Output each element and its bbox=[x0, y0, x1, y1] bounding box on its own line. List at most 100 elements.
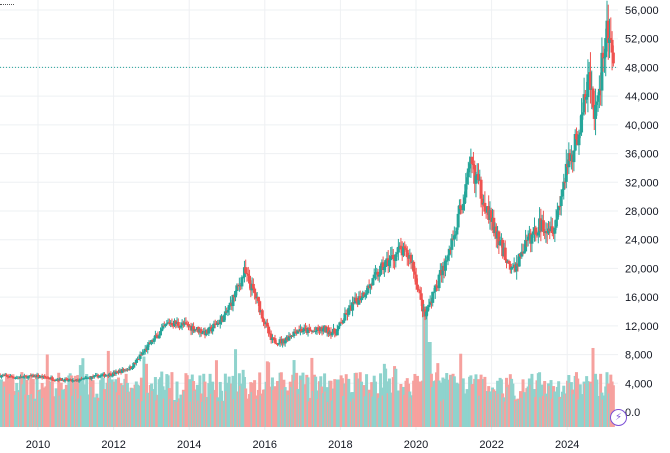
candle-body bbox=[10, 375, 14, 377]
candle-body bbox=[577, 134, 581, 146]
candle-body bbox=[127, 369, 131, 371]
candle-body bbox=[276, 343, 280, 345]
candle-body bbox=[424, 311, 428, 317]
lightning-icon[interactable]: ⚡ bbox=[610, 409, 627, 426]
candle-body bbox=[251, 283, 255, 289]
candle-body bbox=[596, 95, 600, 102]
candle-body bbox=[302, 327, 306, 332]
candle-body bbox=[234, 290, 238, 298]
candle-body bbox=[199, 329, 203, 334]
candle-body bbox=[109, 373, 113, 376]
candle-body bbox=[606, 20, 610, 43]
candle-body bbox=[50, 377, 54, 380]
candle-body bbox=[5, 374, 9, 376]
candle-body bbox=[409, 254, 413, 263]
candle-body bbox=[574, 134, 578, 140]
candle-body bbox=[447, 248, 451, 256]
candle-body bbox=[256, 296, 260, 302]
candle-body bbox=[357, 296, 361, 305]
candle-body bbox=[471, 163, 475, 166]
candle-body bbox=[67, 380, 71, 382]
candle-body bbox=[306, 328, 310, 333]
candle-body bbox=[73, 380, 77, 382]
candle-body bbox=[454, 234, 458, 236]
candle-body bbox=[431, 291, 435, 303]
candle-body bbox=[120, 369, 124, 373]
candle-body bbox=[554, 219, 558, 228]
candle-body bbox=[133, 362, 137, 364]
candle-body bbox=[553, 227, 557, 234]
candle-body bbox=[248, 275, 252, 284]
candle-body bbox=[167, 322, 171, 324]
candle-body bbox=[401, 246, 405, 256]
candle-body bbox=[437, 274, 441, 289]
candle-body bbox=[466, 168, 470, 178]
candle-body bbox=[600, 52, 604, 91]
candle-body bbox=[557, 205, 561, 211]
candle-body bbox=[227, 305, 231, 310]
candle-body bbox=[330, 332, 334, 336]
candle-body bbox=[560, 189, 564, 197]
candle-body bbox=[231, 294, 235, 307]
candle-body bbox=[211, 328, 215, 332]
candle-body bbox=[498, 241, 502, 246]
candle-body bbox=[142, 351, 146, 353]
candle-body bbox=[573, 134, 577, 151]
candle-body bbox=[559, 196, 563, 207]
candle-body bbox=[511, 266, 515, 268]
price-candles bbox=[0, 0, 615, 383]
price-tick-label: 48,000 bbox=[625, 62, 659, 74]
candle-body bbox=[274, 342, 278, 344]
candle-body bbox=[240, 277, 244, 287]
candle-body bbox=[363, 294, 367, 297]
candle-body bbox=[452, 235, 456, 240]
candle-body bbox=[21, 376, 25, 378]
candle-body bbox=[445, 260, 449, 262]
candle-body bbox=[558, 205, 562, 207]
candle-body bbox=[38, 376, 42, 378]
candle-body bbox=[26, 376, 30, 379]
candle-body bbox=[265, 322, 269, 327]
candle-body bbox=[354, 297, 358, 302]
volume-bars bbox=[0, 307, 615, 427]
volume-bar bbox=[459, 353, 463, 427]
price-axis[interactable]: 56,000 52,000 48,000 44,000 40,000 36,000 32,0… bbox=[625, 5, 659, 419]
candle-body bbox=[150, 340, 154, 344]
candle-body bbox=[260, 310, 264, 319]
candle-body bbox=[90, 376, 94, 379]
candle-body bbox=[343, 313, 347, 321]
candle-body bbox=[562, 181, 566, 190]
candle-body bbox=[186, 324, 190, 327]
candle-body bbox=[337, 325, 341, 330]
candle-body bbox=[267, 326, 271, 334]
candle-body bbox=[391, 255, 395, 260]
candle-body bbox=[36, 374, 40, 378]
candle-body bbox=[419, 293, 423, 300]
candle-body bbox=[44, 377, 48, 379]
candle-body bbox=[66, 378, 70, 381]
candle-body bbox=[69, 379, 73, 382]
volume-bar bbox=[214, 360, 218, 427]
candle-body bbox=[463, 197, 467, 204]
candle-body bbox=[153, 335, 157, 339]
candle-body bbox=[536, 232, 540, 236]
candle-body bbox=[235, 285, 239, 291]
candle-body bbox=[292, 331, 296, 337]
price-tick-label: 20,000 bbox=[625, 263, 659, 275]
candle-body bbox=[307, 328, 311, 330]
candle-body bbox=[443, 260, 447, 271]
candle-body bbox=[526, 236, 530, 241]
candle-body bbox=[359, 298, 363, 301]
candle-body bbox=[520, 251, 524, 257]
price-tick-label: 8,000 bbox=[625, 350, 653, 362]
time-axis[interactable]: 2010 2012 2014 2016 2018 2020 2022 2024 bbox=[26, 439, 580, 451]
candle-body bbox=[218, 319, 222, 325]
candle-body bbox=[43, 375, 47, 378]
candle-body bbox=[333, 328, 337, 334]
candle-body bbox=[412, 261, 416, 272]
candle-body bbox=[470, 156, 474, 164]
candle-body bbox=[368, 284, 372, 288]
candle-body bbox=[459, 205, 463, 209]
candle-body bbox=[338, 322, 342, 326]
